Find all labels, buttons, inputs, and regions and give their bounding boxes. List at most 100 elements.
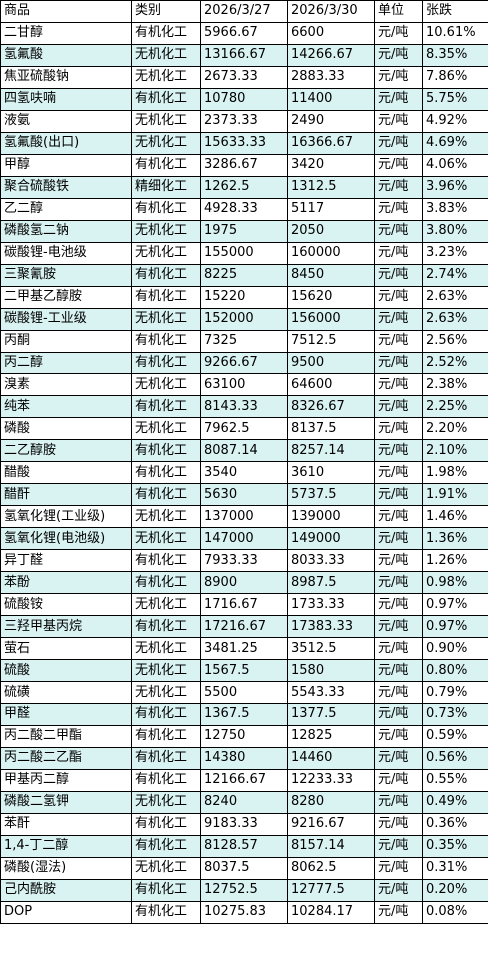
change-cell: 0.36% xyxy=(422,812,488,836)
price-date-2-cell: 5737.5 xyxy=(287,483,375,507)
price-date-2-cell: 14460 xyxy=(287,746,375,770)
commodity-cell: 萤石 xyxy=(0,637,132,661)
commodity-cell: 氢氟酸 xyxy=(0,43,132,67)
change-cell: 0.08% xyxy=(422,900,488,924)
price-date-1-cell: 3286.67 xyxy=(200,153,288,177)
table-row: 溴素 无机化工 63100 64600 元/吨 2.38% xyxy=(0,373,488,397)
price-date-1-cell: 13166.67 xyxy=(200,43,288,67)
commodity-cell: 二甘醇 xyxy=(0,21,132,45)
change-cell: 0.80% xyxy=(422,659,488,683)
price-date-1-cell: 8900 xyxy=(200,571,288,595)
unit-cell: 元/吨 xyxy=(374,219,423,243)
price-date-1-cell: 1367.5 xyxy=(200,703,288,726)
table-row: 纯苯 有机化工 8143.33 8326.67 元/吨 2.25% xyxy=(0,395,488,419)
unit-cell: 元/吨 xyxy=(374,724,423,748)
price-date-1-cell: 14380 xyxy=(200,746,288,770)
table-row: 焦亚硫酸钠 无机化工 2673.33 2883.33 元/吨 7.86% xyxy=(0,65,488,89)
category-cell: 有机化工 xyxy=(131,834,201,858)
price-date-1-cell: 63100 xyxy=(200,373,288,397)
change-cell: 2.63% xyxy=(422,307,488,331)
commodity-cell: 丙二酸二乙酯 xyxy=(0,746,132,770)
table-row: 二甘醇 有机化工 5966.67 6600 元/吨 10.61% xyxy=(0,21,488,45)
price-date-2-cell: 9500 xyxy=(287,351,375,375)
unit-cell: 元/吨 xyxy=(374,21,423,45)
change-cell: 0.73% xyxy=(422,703,488,726)
header-row: 商品 类别 2026/3/27 2026/3/30 单位 张跌 xyxy=(0,0,488,23)
table-row: 苯酐 有机化工 9183.33 9216.67 元/吨 0.36% xyxy=(0,812,488,836)
price-date-2-cell: 5543.33 xyxy=(287,681,375,704)
price-date-1-cell: 9266.67 xyxy=(200,351,288,375)
change-cell: 3.96% xyxy=(422,175,488,199)
commodity-cell: 磷酸 xyxy=(0,417,132,441)
unit-cell: 元/吨 xyxy=(374,812,423,836)
commodity-cell: 磷酸(湿法) xyxy=(0,856,132,880)
table-row: 二乙醇胺 有机化工 8087.14 8257.14 元/吨 2.10% xyxy=(0,439,488,463)
change-cell: 0.31% xyxy=(422,856,488,880)
table-row: 苯酚 有机化工 8900 8987.5 元/吨 0.98% xyxy=(0,571,488,595)
unit-cell: 元/吨 xyxy=(374,351,423,375)
price-date-1-cell: 8037.5 xyxy=(200,856,288,880)
commodity-cell: 四氢呋喃 xyxy=(0,87,132,111)
unit-cell: 元/吨 xyxy=(374,263,423,287)
table-row: 醋酐 有机化工 5630 5737.5 元/吨 1.91% xyxy=(0,483,488,507)
unit-cell: 元/吨 xyxy=(374,87,423,111)
price-date-2-cell: 15620 xyxy=(287,285,375,309)
unit-cell: 元/吨 xyxy=(374,768,423,792)
price-date-1-cell: 5500 xyxy=(200,681,288,704)
unit-cell: 元/吨 xyxy=(374,241,423,265)
commodity-cell: 溴素 xyxy=(0,373,132,397)
table-row: 丙酮 有机化工 7325 7512.5 元/吨 2.56% xyxy=(0,329,488,353)
commodity-cell: 碳酸锂-电池级 xyxy=(0,241,132,265)
commodity-cell: 异丁醛 xyxy=(0,549,132,573)
change-cell: 2.38% xyxy=(422,373,488,397)
change-cell: 4.92% xyxy=(422,109,488,133)
category-cell: 无机化工 xyxy=(131,856,201,880)
commodity-cell: 苯酐 xyxy=(0,812,132,836)
price-date-2-cell: 8987.5 xyxy=(287,571,375,595)
category-cell: 有机化工 xyxy=(131,724,201,748)
unit-cell: 元/吨 xyxy=(374,285,423,309)
price-date-2-cell: 1312.5 xyxy=(287,175,375,199)
commodity-cell: 苯酚 xyxy=(0,571,132,595)
change-cell: 2.63% xyxy=(422,285,488,309)
header-commodity: 商品 xyxy=(0,0,132,23)
change-cell: 0.35% xyxy=(422,834,488,858)
commodity-cell: 聚合硫酸铁 xyxy=(0,175,132,199)
price-date-1-cell: 12752.5 xyxy=(200,878,288,902)
table-row: 甲醛 有机化工 1367.5 1377.5 元/吨 0.73% xyxy=(0,703,488,726)
category-cell: 有机化工 xyxy=(131,153,201,177)
price-date-1-cell: 7962.5 xyxy=(200,417,288,441)
change-cell: 3.23% xyxy=(422,241,488,265)
price-date-2-cell: 7512.5 xyxy=(287,329,375,353)
change-cell: 7.86% xyxy=(422,65,488,89)
change-cell: 0.97% xyxy=(422,593,488,617)
table-row: 硫酸铵 无机化工 1716.67 1733.33 元/吨 0.97% xyxy=(0,593,488,617)
price-date-2-cell: 2883.33 xyxy=(287,65,375,89)
price-date-1-cell: 12750 xyxy=(200,724,288,748)
unit-cell: 元/吨 xyxy=(374,637,423,661)
commodity-cell: DOP xyxy=(0,900,132,924)
category-cell: 有机化工 xyxy=(131,900,201,924)
table-row: 己内酰胺 有机化工 12752.5 12777.5 元/吨 0.20% xyxy=(0,878,488,902)
price-date-1-cell: 7933.33 xyxy=(200,549,288,573)
commodity-cell: 硫酸铵 xyxy=(0,593,132,617)
price-date-1-cell: 15633.33 xyxy=(200,131,288,155)
unit-cell: 元/吨 xyxy=(374,790,423,814)
change-cell: 4.06% xyxy=(422,153,488,177)
price-date-1-cell: 17216.67 xyxy=(200,615,288,639)
price-date-1-cell: 1262.5 xyxy=(200,175,288,199)
header-change: 张跌 xyxy=(422,0,488,23)
category-cell: 精细化工 xyxy=(131,175,201,199)
change-cell: 1.98% xyxy=(422,461,488,485)
price-date-2-cell: 2050 xyxy=(287,219,375,243)
commodity-cell: 焦亚硫酸钠 xyxy=(0,65,132,89)
unit-cell: 元/吨 xyxy=(374,43,423,67)
unit-cell: 元/吨 xyxy=(374,329,423,353)
category-cell: 有机化工 xyxy=(131,768,201,792)
category-cell: 有机化工 xyxy=(131,329,201,353)
category-cell: 有机化工 xyxy=(131,483,201,507)
unit-cell: 元/吨 xyxy=(374,878,423,902)
commodity-cell: 磷酸氢二钠 xyxy=(0,219,132,243)
table-row: 三羟甲基丙烷 有机化工 17216.67 17383.33 元/吨 0.97% xyxy=(0,615,488,639)
price-date-1-cell: 147000 xyxy=(200,527,288,551)
